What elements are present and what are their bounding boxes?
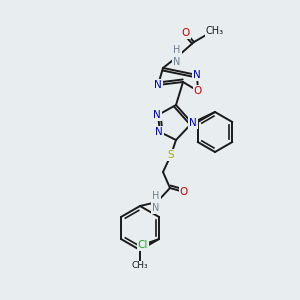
Text: CH₃: CH₃ (132, 262, 148, 271)
Text: H
N: H N (173, 45, 181, 67)
Text: N: N (154, 80, 162, 90)
Text: N: N (189, 118, 197, 128)
Text: N: N (155, 127, 163, 137)
Text: O: O (182, 28, 190, 38)
Text: H
N: H N (152, 191, 160, 213)
Text: N: N (153, 110, 161, 120)
Text: S: S (168, 150, 174, 160)
Text: Cl: Cl (138, 240, 148, 250)
Text: O: O (194, 86, 202, 96)
Text: O: O (180, 187, 188, 197)
Text: CH₃: CH₃ (206, 26, 224, 36)
Text: N: N (193, 70, 201, 80)
